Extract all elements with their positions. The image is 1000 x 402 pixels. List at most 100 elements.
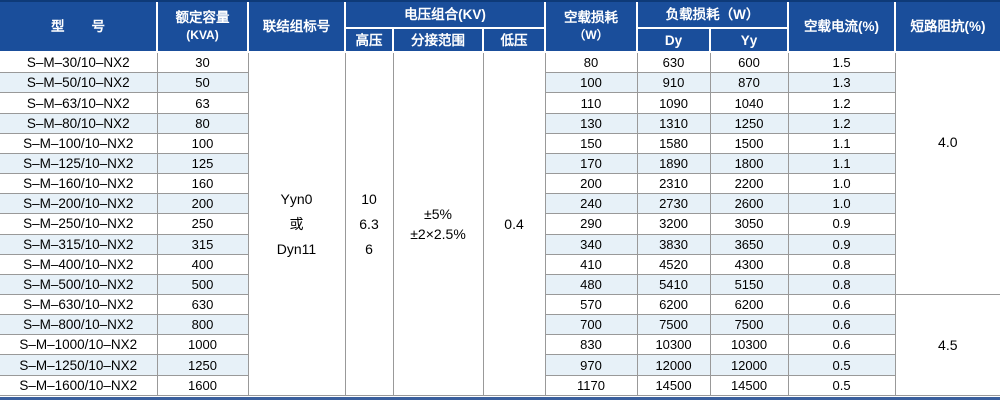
dy-cell: 5410	[636, 273, 711, 296]
capacity-cell: 63	[156, 92, 249, 114]
capacity-cell: 50	[156, 72, 249, 94]
yy-cell: 2200	[709, 173, 789, 195]
model-cell: S–M–80/10–NX2	[0, 112, 158, 134]
no-load-current-cell: 1.1	[787, 152, 896, 175]
header-no-load-loss-line1: 空载损耗	[564, 10, 619, 25]
yy-cell: 2600	[709, 193, 789, 215]
capacity-cell: 500	[156, 273, 249, 296]
yy-cell: 5150	[709, 273, 789, 296]
no-load-loss-cell: 340	[544, 233, 638, 255]
capacity-cell: 1600	[156, 374, 249, 397]
yy-cell: 6200	[709, 294, 789, 316]
table-row: S–M–100/10–NX2 100 150 1580 1500 1.1	[0, 132, 1000, 154]
yy-cell: 4300	[709, 253, 789, 275]
table-row: S–M–1600/10–NX2 1600 1170 14500 14500 0.5	[0, 374, 1000, 397]
dy-cell: 3200	[636, 213, 711, 235]
header-no-load-loss: 空载损耗 （W）	[544, 2, 639, 53]
capacity-cell: 30	[156, 51, 249, 74]
no-load-current-cell: 0.9	[787, 233, 896, 255]
yy-cell: 1250	[709, 112, 789, 134]
model-cell: S–M–500/10–NX2	[0, 273, 158, 296]
bottom-accent-bar	[0, 397, 1000, 400]
no-load-loss-cell: 1170	[544, 374, 638, 397]
table-row: S–M–160/10–NX2 160 200 2310 2200 1.0	[0, 173, 1000, 195]
yy-cell: 3650	[709, 233, 789, 255]
dy-cell: 910	[636, 72, 711, 94]
header-capacity-line2: (KVA)	[186, 28, 219, 42]
dy-cell: 2310	[636, 173, 711, 195]
no-load-loss-cell: 830	[544, 334, 638, 356]
capacity-cell: 100	[156, 132, 249, 154]
no-load-loss-cell: 150	[544, 132, 638, 154]
yy-cell: 600	[709, 51, 789, 74]
header-lv: 低压	[481, 27, 547, 53]
model-cell: S–M–315/10–NX2	[0, 233, 158, 255]
dy-cell: 12000	[636, 354, 711, 376]
table-header: 型 号 额定容量 (KVA) 联结组标号 电压组合(KV) 空载损耗 （W） 负…	[0, 2, 1000, 53]
capacity-cell: 800	[156, 314, 249, 336]
no-load-current-cell: 0.8	[787, 253, 896, 275]
dy-cell: 3830	[636, 233, 711, 255]
capacity-cell: 315	[156, 233, 249, 255]
capacity-cell: 630	[156, 294, 249, 316]
yy-cell: 14500	[709, 374, 789, 397]
no-load-loss-cell: 480	[544, 273, 638, 296]
table-row: S–M–30/10–NX2 30 Yyn0 或 Dyn11 10 6.3 6 ±5% ±2×2.5…	[0, 51, 1000, 396]
header-no-load-loss-line2: （W）	[573, 28, 609, 42]
header-vector-group: 联结组标号	[247, 2, 346, 53]
no-load-current-cell: 0.8	[787, 273, 896, 296]
no-load-loss-cell: 170	[544, 152, 638, 175]
yy-cell: 870	[709, 72, 789, 94]
capacity-cell: 400	[156, 253, 249, 275]
no-load-loss-cell: 410	[544, 253, 638, 275]
model-cell: S–M–630/10–NX2	[0, 294, 158, 316]
no-load-current-cell: 1.0	[787, 193, 896, 215]
header-load-loss: 负载损耗（W）	[636, 2, 790, 29]
impedance-cell: 4.0	[894, 51, 1000, 296]
no-load-current-cell: 0.5	[787, 374, 896, 397]
yy-cell: 1500	[709, 132, 789, 154]
dy-cell: 630	[636, 51, 711, 74]
header-impedance: 短路阻抗(%)	[894, 2, 1000, 53]
table-row: S–M–250/10–NX2 250 290 3200 3050 0.9	[0, 213, 1000, 235]
header-hv: 高压	[344, 27, 394, 53]
dy-cell: 4520	[636, 253, 711, 275]
dy-cell: 1090	[636, 92, 711, 114]
no-load-loss-cell: 290	[544, 213, 638, 235]
no-load-current-cell: 1.5	[787, 51, 896, 74]
capacity-cell: 1000	[156, 334, 249, 356]
yy-cell: 3050	[709, 213, 789, 235]
no-load-current-cell: 1.0	[787, 173, 896, 195]
no-load-loss-cell: 130	[544, 112, 638, 134]
no-load-loss-cell: 240	[544, 193, 638, 215]
no-load-loss-cell: 570	[544, 294, 638, 316]
model-cell: S–M–125/10–NX2	[0, 152, 158, 175]
model-cell: S–M–1250/10–NX2	[0, 354, 158, 376]
yy-cell: 12000	[709, 354, 789, 376]
capacity-cell: 200	[156, 193, 249, 215]
header-row-1: 型 号 额定容量 (KVA) 联结组标号 电压组合(KV) 空载损耗 （W） 负…	[0, 2, 1000, 53]
capacity-cell: 160	[156, 173, 249, 195]
yy-cell: 10300	[709, 334, 789, 356]
no-load-loss-cell: 700	[544, 314, 638, 336]
header-capacity-line1: 额定容量	[175, 10, 230, 25]
dy-cell: 1310	[636, 112, 711, 134]
header-voltage-group: 电压组合(KV)	[343, 2, 547, 29]
table-body: S–M–30/10–NX2 30 Yyn0 或 Dyn11 10 6.3 6 ±5% ±2×2.5…	[0, 51, 1000, 397]
table-row: S–M–400/10–NX2 400 410 4520 4300 0.8	[0, 253, 1000, 275]
capacity-cell: 250	[156, 213, 249, 235]
capacity-cell: 1250	[156, 354, 249, 376]
dy-cell: 7500	[636, 314, 711, 336]
lv-cell: 0.4	[482, 51, 546, 396]
vector-group-cell: Yyn0 或 Dyn11	[247, 51, 346, 396]
yy-cell: 1800	[709, 152, 789, 175]
no-load-current-cell: 0.6	[787, 314, 896, 336]
no-load-current-cell: 1.3	[787, 72, 896, 94]
yy-cell: 1040	[709, 92, 789, 114]
model-cell: S–M–160/10–NX2	[0, 173, 158, 195]
hv-cell: 10 6.3 6	[344, 51, 394, 396]
model-cell: S–M–50/10–NX2	[0, 72, 158, 94]
dy-cell: 1580	[636, 132, 711, 154]
